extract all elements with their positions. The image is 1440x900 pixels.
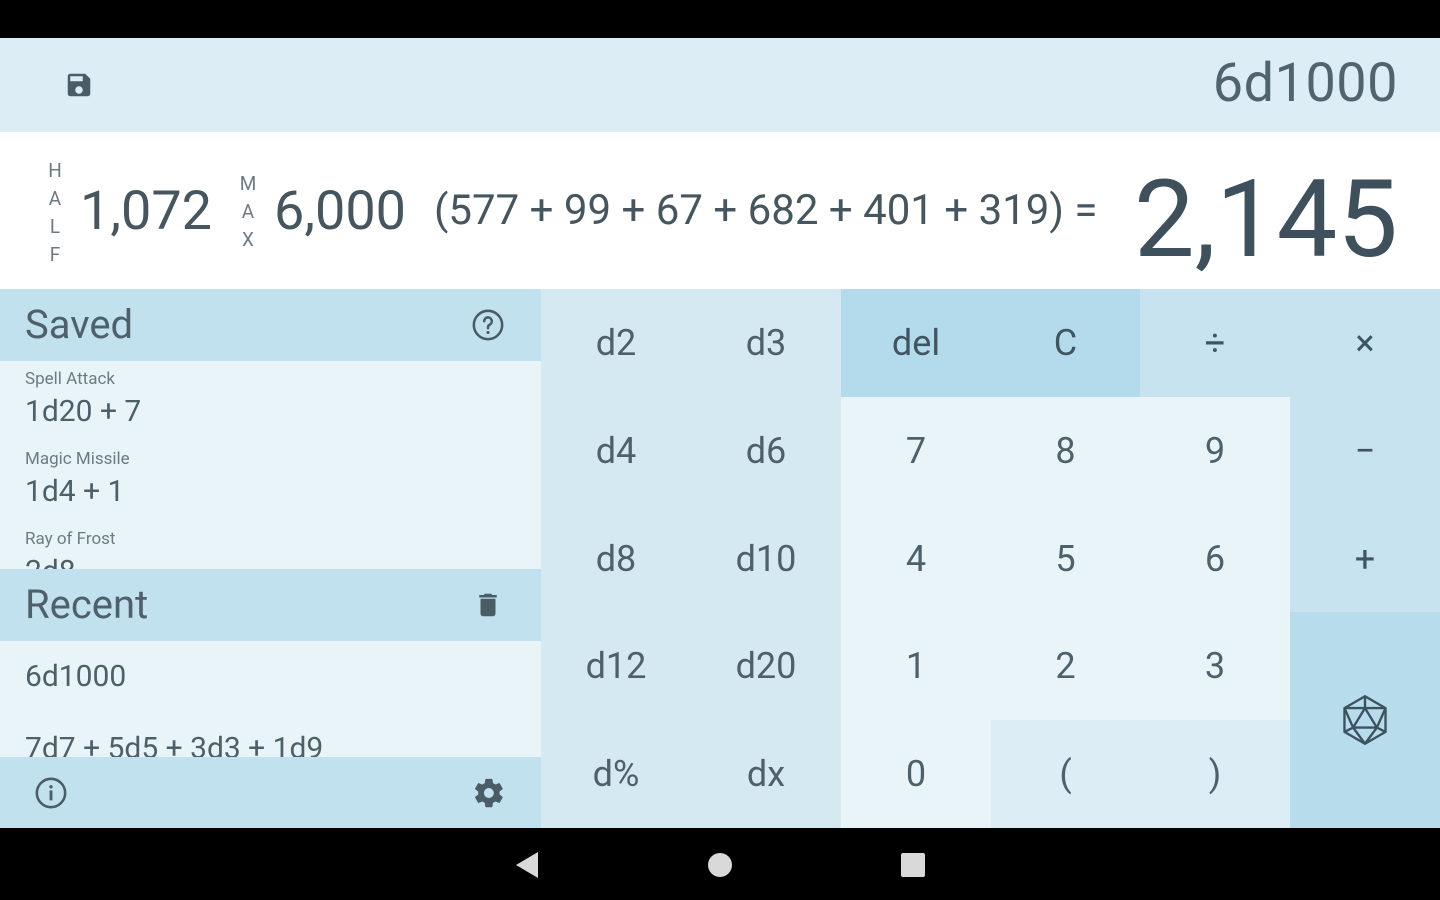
recents-icon [901,853,925,877]
recent-title: Recent [25,581,149,628]
divide-button[interactable]: ÷ [1140,289,1290,397]
saved-title: Saved [25,301,134,348]
keypad: d2 d3 d4 d6 d8 d10 d12 d20 d% dx del C ÷… [541,289,1440,828]
save-icon [67,73,91,97]
saved-item[interactable]: Spell Attack 1d20 + 7 [0,361,541,441]
saved-item-expr: 1d4 + 1 [25,474,125,509]
key-2[interactable]: 2 [991,612,1140,720]
key-d-percent[interactable]: d% [541,720,691,828]
info-icon [35,777,67,809]
save-button[interactable] [58,64,100,106]
multiply-button[interactable]: × [1290,289,1440,397]
half-value: 1,072 [80,180,213,243]
recent-item-expr: 7d7 + 5d5 + 3d3 + 1d9 [25,731,324,757]
key-0[interactable]: 0 [841,720,991,828]
back-button[interactable] [512,850,542,880]
side-panel: Saved Spell Attack 1d20 + 7 Magic Missil… [0,289,541,828]
key-d4[interactable]: d4 [541,397,691,505]
expression-display: 6d1000 [1212,52,1398,115]
d20-icon [1343,695,1387,745]
key-9[interactable]: 9 [1140,397,1290,505]
saved-item-name: Ray of Frost [25,529,116,549]
recents-button[interactable] [898,850,928,880]
home-icon [708,853,732,877]
roll-button[interactable] [1290,612,1440,828]
key-close-paren[interactable]: ) [1140,720,1290,828]
saved-item-expr: 1d20 + 7 [25,394,142,429]
saved-list: Spell Attack 1d20 + 7 Magic Missile 1d4 … [0,361,541,569]
saved-item-expr: 2d8 [25,554,76,569]
key-d3[interactable]: d3 [691,289,841,397]
plus-button[interactable]: + [1290,505,1440,612]
key-d6[interactable]: d6 [691,397,841,505]
minus-button[interactable]: − [1290,397,1440,505]
clear-button[interactable]: C [991,289,1140,397]
half-label: H A L F [48,159,62,266]
status-bar [0,0,1440,38]
saved-header: Saved [0,289,541,361]
key-5[interactable]: 5 [991,505,1140,612]
key-open-paren[interactable]: ( [991,720,1140,828]
saved-item-name: Magic Missile [25,449,130,469]
info-button[interactable] [31,773,71,813]
saved-item-name: Spell Attack [25,369,115,389]
max-value: 6,000 [274,180,407,243]
settings-button[interactable] [469,773,509,813]
home-button[interactable] [705,850,735,880]
key-dx[interactable]: dx [691,720,841,828]
saved-item[interactable]: Ray of Frost 2d8 [0,521,541,569]
recent-item-expr: 6d1000 [25,659,127,694]
recent-list: 6d1000 7d7 + 5d5 + 3d3 + 1d9 [0,641,541,757]
result-panel: H A L F 1,072 M A X 6,000 (577 + 99 + 67… [0,132,1440,289]
key-d10[interactable]: d10 [691,505,841,612]
key-4[interactable]: 4 [841,505,991,612]
max-label: M A X [239,172,257,251]
roll-total: 2,145 [1133,157,1398,283]
trash-icon [479,593,497,617]
back-icon [516,852,538,878]
key-6[interactable]: 6 [1140,505,1290,612]
key-d2[interactable]: d2 [541,289,691,397]
help-button[interactable] [469,306,507,344]
key-d20[interactable]: d20 [691,612,841,720]
key-7[interactable]: 7 [841,397,991,505]
key-3[interactable]: 3 [1140,612,1290,720]
gear-icon [475,778,503,808]
recent-item[interactable]: 6d1000 [0,641,541,713]
clear-recent-button[interactable] [469,586,507,624]
recent-item[interactable]: 7d7 + 5d5 + 3d3 + 1d9 [0,713,541,757]
navigation-bar [0,828,1440,900]
roll-breakdown: (577 + 99 + 67 + 682 + 401 + 319) = [434,186,1098,235]
recent-header: Recent [0,569,541,641]
key-d8[interactable]: d8 [541,505,691,612]
key-8[interactable]: 8 [991,397,1140,505]
help-icon [472,309,504,341]
key-1[interactable]: 1 [841,612,991,720]
side-footer [0,757,541,828]
key-d12[interactable]: d12 [541,612,691,720]
delete-button[interactable]: del [841,289,991,397]
saved-item[interactable]: Magic Missile 1d4 + 1 [0,441,541,521]
expression-bar: 6d1000 [0,38,1440,132]
